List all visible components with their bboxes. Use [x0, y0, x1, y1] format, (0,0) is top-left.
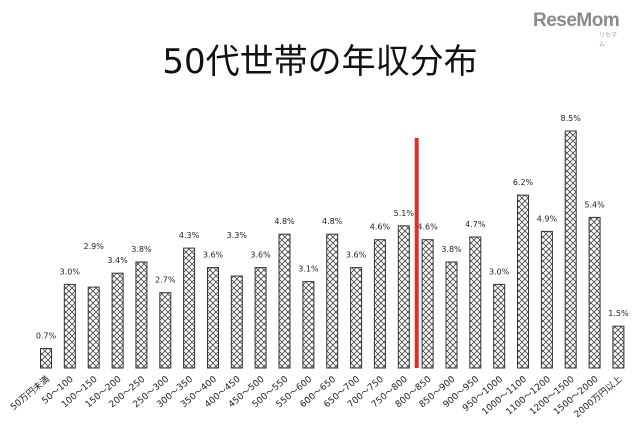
bar-0 — [40, 348, 52, 369]
chart-title: 50代世帯の年収分布 — [162, 42, 478, 82]
bar-11 — [302, 281, 315, 369]
logo-text: ReseMom — [533, 10, 620, 31]
value-label-1: 3.0% — [60, 267, 81, 276]
value-label-14: 4.6% — [370, 223, 391, 232]
value-label-11: 3.1% — [298, 265, 319, 274]
value-label-21: 4.9% — [537, 214, 558, 223]
bar-6 — [183, 247, 196, 369]
category-label-0: 50万円未満 — [8, 373, 52, 413]
value-label-5: 2.7% — [155, 276, 176, 285]
bar-5 — [159, 292, 172, 369]
value-label-22: 8.5% — [561, 114, 582, 123]
value-label-15: 5.1% — [394, 209, 415, 218]
bar-15 — [397, 225, 410, 369]
value-label-20: 6.2% — [513, 178, 534, 187]
bar-17 — [445, 261, 458, 369]
value-label-16: 4.6% — [417, 223, 438, 232]
bar-8 — [230, 275, 243, 369]
logo-subtext: リセマム — [599, 33, 618, 48]
value-label-9: 3.6% — [250, 251, 271, 260]
bar-10 — [278, 233, 291, 369]
bar-21 — [540, 230, 553, 369]
value-label-24: 1.5% — [608, 309, 629, 318]
bar-12 — [326, 233, 339, 369]
value-label-19: 3.0% — [489, 267, 510, 276]
bar-1 — [63, 283, 76, 369]
bar-18 — [469, 236, 482, 369]
value-label-8: 3.3% — [227, 231, 248, 240]
value-label-3: 3.4% — [107, 256, 128, 265]
bar-16 — [421, 239, 434, 369]
value-label-18: 4.7% — [465, 220, 486, 229]
bar-7 — [207, 267, 219, 369]
value-label-17: 3.8% — [441, 245, 462, 254]
value-label-0: 0.7% — [36, 332, 57, 341]
bar-4 — [135, 261, 148, 369]
value-label-7: 3.6% — [203, 251, 224, 260]
bar-13 — [350, 267, 363, 369]
value-label-23: 5.4% — [584, 200, 605, 209]
bar-14 — [373, 239, 386, 369]
bar-22 — [564, 130, 577, 369]
value-label-2: 2.9% — [84, 242, 105, 251]
bar-2 — [87, 286, 100, 369]
bar-20 — [517, 194, 529, 369]
bar-19 — [493, 283, 506, 369]
value-label-12: 4.8% — [322, 217, 343, 226]
bar-23 — [588, 216, 601, 369]
value-label-6: 4.3% — [179, 231, 200, 240]
value-label-4: 3.8% — [131, 245, 152, 254]
value-label-13: 3.6% — [346, 251, 367, 260]
resemom-logo: ReseMom リセマム — [533, 10, 620, 48]
value-label-10: 4.8% — [274, 217, 295, 226]
bar-9 — [254, 267, 267, 369]
bar-24 — [612, 325, 625, 369]
bar-3 — [111, 272, 124, 369]
